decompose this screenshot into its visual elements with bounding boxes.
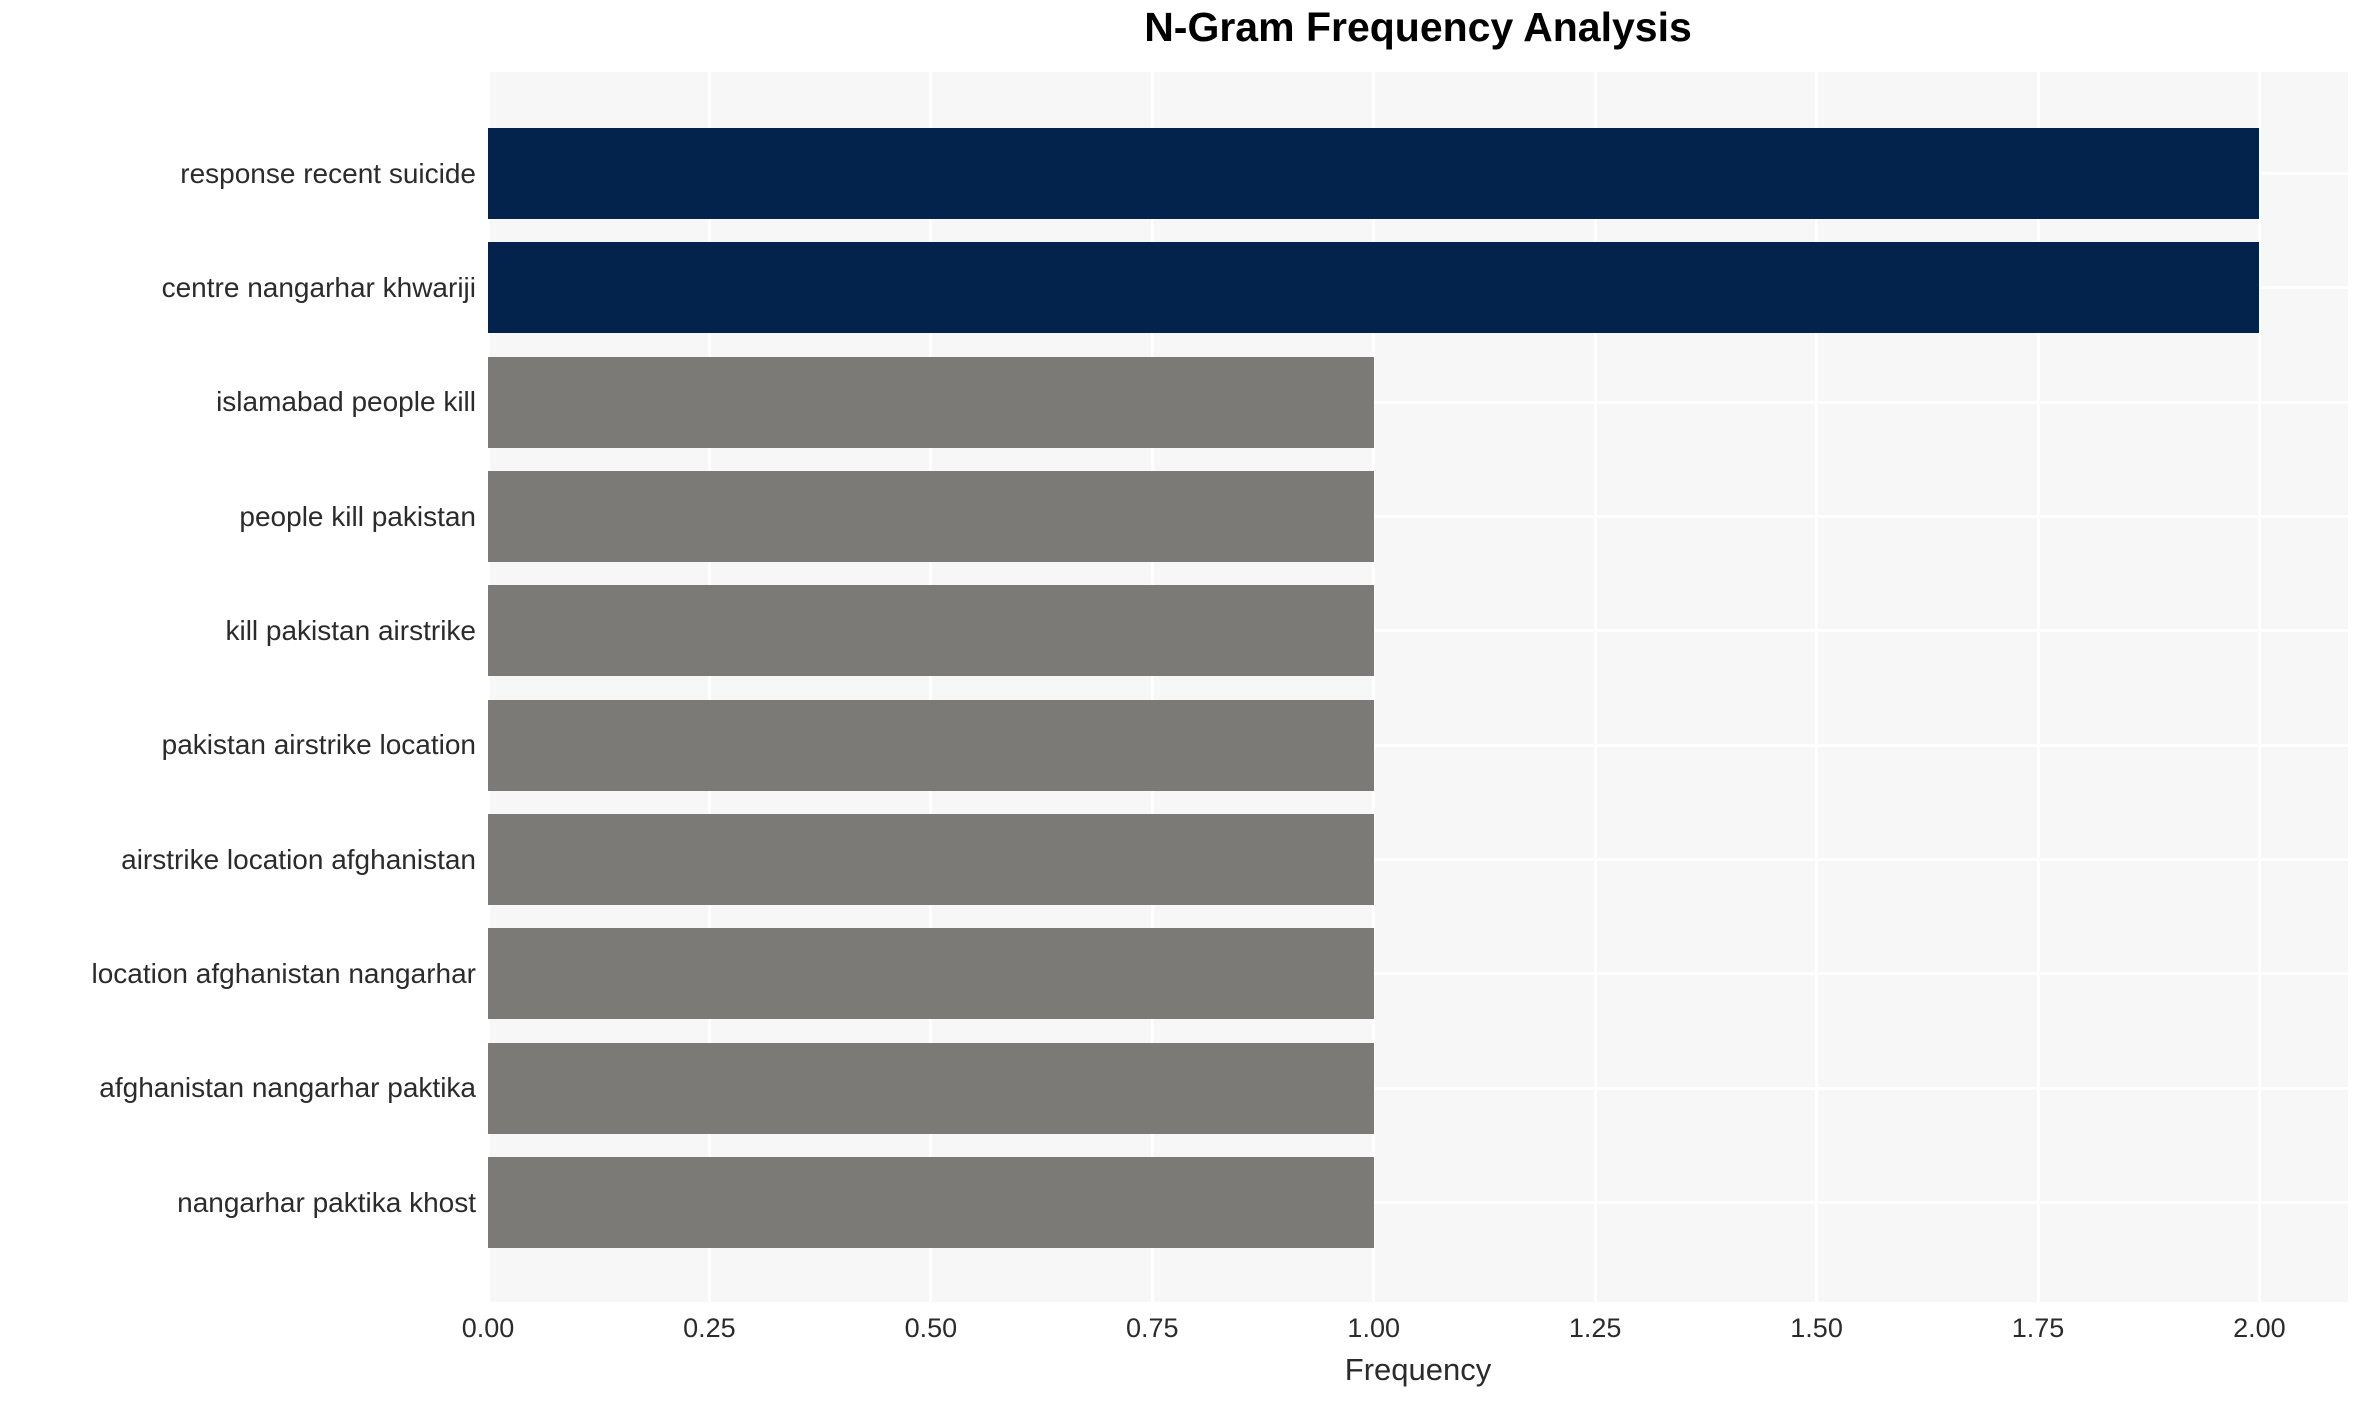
category-label: kill pakistan airstrike [225,614,476,646]
bar-centre-nangarhar-khwariji [488,242,2260,334]
category-label: people kill pakistan [239,500,476,532]
category-label: nangarhar paktika khost [177,1186,476,1218]
x-tick-label: 0.00 [461,1313,515,1343]
gridline-vertical [2036,72,2040,1302]
bar-kill-pakistan-airstrike [488,585,1374,677]
gridline-vertical [929,72,933,1302]
gridline-vertical [1150,72,1154,1302]
bar-nangarhar-paktika-khost [488,1157,1374,1248]
category-label: centre nangarhar khwariji [161,271,476,303]
x-tick-label: 0.25 [683,1313,736,1343]
gridline-vertical [1372,72,1376,1302]
gridline-vertical [707,72,711,1302]
category-label: airstrike location afghanistan [121,843,476,875]
bar-location-afghanistan-nangarhar [488,928,1374,1020]
gridline-horizontal [488,400,2348,404]
bar-pakistan-airstrike-location [488,699,1374,791]
gridline-horizontal [488,515,2348,518]
category-label: islamabad people kill [216,386,476,418]
gridline-horizontal [488,1086,2348,1090]
bar-islamabad-people-kill [488,356,1374,448]
gridline-horizontal [488,972,2348,976]
gridline-horizontal [488,743,2348,747]
gridline-vertical [1593,72,1597,1302]
category-label: afghanistan nangarhar paktika [99,1072,476,1104]
x-tick-label: 0.50 [904,1313,958,1343]
bar-afghanistan-nangarhar-paktika [488,1042,1374,1134]
category-label: response recent suicide [180,157,476,189]
x-tick-label: 1.75 [2011,1313,2065,1343]
x-axis-label: Frequency [1344,1352,1492,1387]
gridline-horizontal [488,1201,2348,1204]
gridline-vertical [486,72,490,1302]
category-label: location afghanistan nangarhar [91,957,476,989]
plot-area [486,72,2348,1302]
x-tick-label: 1.50 [1790,1313,1843,1343]
category-label: pakistan airstrike location [161,729,476,761]
gridline-horizontal [488,858,2348,861]
x-tick-label: 1.00 [1347,1313,1400,1343]
x-tick-label: 2.00 [2233,1313,2286,1343]
x-tick-label: 1.25 [1568,1313,1622,1343]
gridline-vertical [2257,72,2261,1302]
x-tick-label: 0.75 [1126,1313,1179,1343]
bar-response-recent-suicide [488,128,2260,219]
gridline-horizontal [488,629,2348,633]
bar-people-kill-pakistan [488,471,1374,562]
bar-airstrike-location-afghanistan [488,814,1374,905]
gridline-vertical [1815,72,1819,1302]
chart-title: N-Gram Frequency Analysis [1144,4,1692,50]
